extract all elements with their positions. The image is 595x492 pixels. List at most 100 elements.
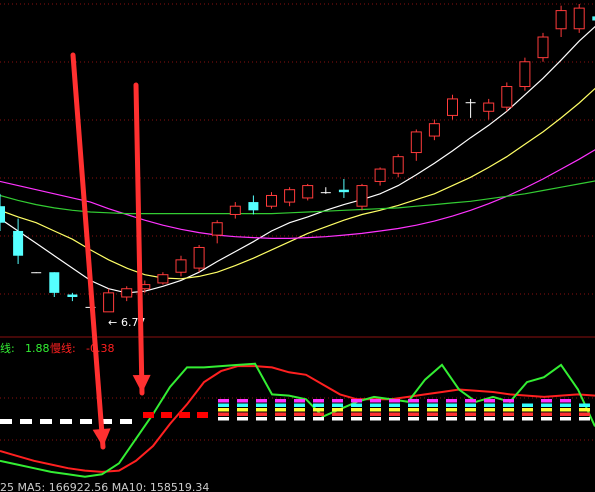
signal-bar-stack — [427, 417, 438, 421]
candle-body — [302, 185, 314, 199]
candle-body — [501, 86, 513, 108]
signal-bar-stack — [237, 417, 248, 421]
signal-bar-stack — [370, 399, 381, 403]
candle — [31, 272, 42, 274]
candle-body — [392, 156, 404, 174]
candle — [284, 187, 296, 207]
ma-magenta-line — [0, 149, 595, 239]
signal-bar-stack — [503, 408, 514, 412]
red-arrow — [70, 52, 111, 450]
slow-line-label: 慢线: — [50, 341, 76, 355]
candle — [193, 244, 205, 273]
signal-bar-stack — [465, 408, 476, 412]
candle-body — [121, 288, 133, 298]
candle — [555, 5, 567, 38]
candle-body — [13, 230, 24, 256]
signal-bar-red — [197, 412, 208, 418]
signal-bar-stack — [218, 408, 229, 412]
low-price-arrow: ← — [108, 316, 117, 329]
candlesticks — [0, 4, 595, 313]
signal-bar-white — [120, 419, 132, 424]
signal-bar-white — [20, 419, 32, 424]
slow-indicator-line — [0, 365, 595, 473]
signal-bar-stack — [560, 408, 571, 412]
signal-bar-stack — [503, 417, 514, 421]
signal-bar-stack — [408, 412, 419, 416]
signal-bar-stack — [503, 412, 514, 416]
signal-bar-stack — [218, 399, 229, 403]
candle-body — [211, 222, 223, 236]
candle-body — [537, 36, 549, 59]
signal-bar-stack — [256, 399, 267, 403]
signal-bar-stack — [484, 408, 495, 412]
arrow-shaft — [70, 52, 106, 450]
signal-bar-white — [80, 419, 92, 424]
signal-bar-stack — [560, 412, 571, 416]
signal-bar-stack — [408, 408, 419, 412]
candle-body — [592, 16, 595, 21]
candle — [447, 94, 458, 120]
signal-bar-stack — [560, 399, 571, 403]
candle — [501, 82, 513, 112]
signal-bar-stack — [370, 412, 381, 416]
signal-bar-stack — [541, 412, 552, 416]
signal-bar-stack — [541, 403, 552, 407]
candle-body — [0, 206, 5, 223]
footer-ma-readout: 25 MA5: 166922.56 MA10: 158519.34 — [0, 481, 209, 492]
signal-bar-stack — [275, 417, 286, 421]
candle-body — [157, 274, 169, 284]
arrow-head — [132, 374, 151, 393]
signal-bar-stack — [294, 399, 305, 403]
signal-bar-white — [0, 419, 12, 424]
signal-bar-stack — [408, 399, 419, 403]
signal-bar-white — [100, 419, 112, 424]
signal-bar-stack — [389, 412, 400, 416]
signal-bar-stack — [408, 403, 419, 407]
candle — [465, 98, 476, 118]
candle — [266, 192, 277, 209]
signal-bar-stack — [313, 412, 324, 416]
signal-bar-stack — [541, 408, 552, 412]
fast-line-value: 1.88 — [25, 342, 50, 355]
candle-body — [266, 194, 277, 207]
candle — [13, 218, 24, 264]
signal-bar-stack — [446, 412, 457, 416]
signal-bar-stack — [294, 417, 305, 421]
signal-bar-stack — [503, 399, 514, 403]
signal-bar-stack — [427, 412, 438, 416]
signal-bar-stack — [465, 403, 476, 407]
signal-bar-stack — [446, 399, 457, 403]
candle — [592, 16, 595, 21]
signal-bar-red — [179, 412, 190, 418]
candle-body — [519, 61, 531, 88]
ma-white-line — [0, 25, 595, 294]
signal-bar-white — [40, 419, 52, 424]
signal-bar-stack — [294, 403, 305, 407]
signal-bar-stack — [408, 417, 419, 421]
signal-bar-stack — [351, 412, 362, 416]
signal-bar-stack — [503, 403, 514, 407]
signal-bar-stack — [560, 403, 571, 407]
candle — [157, 272, 169, 285]
red-arrow — [132, 82, 151, 396]
candle-body — [229, 205, 241, 215]
signal-bar-stack — [256, 412, 267, 416]
candle — [121, 286, 133, 302]
signal-bar-stack — [256, 403, 267, 407]
signal-bar-stack — [522, 408, 533, 412]
signal-bar-stack — [579, 417, 590, 421]
signal-bar-stack — [313, 399, 324, 403]
signal-bar-stack — [332, 417, 343, 421]
signal-bar-stack — [579, 403, 590, 407]
dashed-signal-bars — [0, 399, 590, 424]
signal-bar-stack — [446, 403, 457, 407]
signal-bar-stack — [465, 399, 476, 403]
signal-bar-stack — [313, 403, 324, 407]
signal-bar-stack — [522, 412, 533, 416]
grid-lines — [0, 3, 595, 441]
signal-bar-stack — [275, 399, 286, 403]
signal-bar-stack — [484, 417, 495, 421]
signal-bar-stack — [313, 408, 324, 412]
signal-bar-stack — [332, 399, 343, 403]
